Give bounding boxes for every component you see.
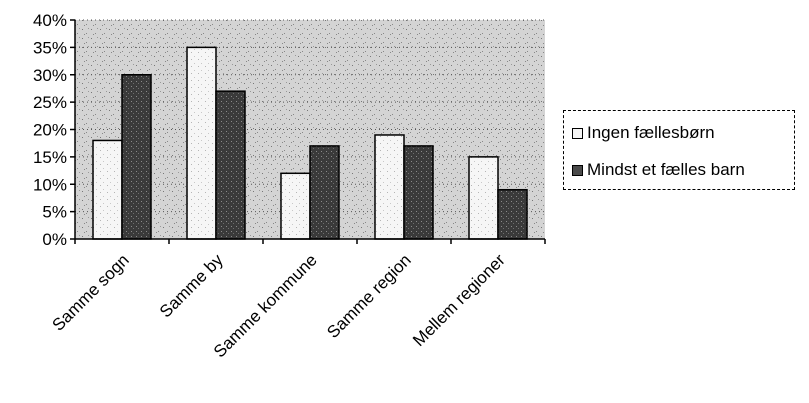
y-tick-label: 10% — [33, 175, 67, 194]
y-tick-label: 15% — [33, 148, 67, 167]
bar-mindst-et-faelles-barn-4 — [403, 145, 434, 240]
legend-item-ingen-faellesborn: Ingen fællesbørn — [572, 123, 715, 143]
y-tick-label: 20% — [33, 121, 67, 140]
y-axis-ticks: 0% 5% 10% 15% 20% 25% 30% 35% 40% — [33, 11, 75, 249]
y-tick-label: 25% — [33, 93, 67, 112]
x-tick-label-samme-sogn: Samme sogn — [49, 250, 133, 334]
y-tick-label: 40% — [33, 11, 67, 30]
legend-swatch-ingen-faellesborn — [572, 127, 583, 139]
legend-label-mindst-et-faelles-barn: Mindst et fælles barn — [587, 160, 745, 179]
x-tick-label-samme-region: Samme region — [323, 250, 415, 342]
legend: Ingen fællesbørn Mindst et fælles barn — [563, 110, 795, 190]
y-tick-label: 5% — [42, 203, 67, 222]
bar-ingen-faellesborn-4 — [374, 134, 405, 240]
y-tick-label: 35% — [33, 38, 67, 57]
bars — [92, 46, 528, 240]
y-tick-label: 30% — [33, 66, 67, 85]
bar-ingen-faellesborn-1 — [92, 139, 123, 240]
bar-mindst-et-faelles-barn-5 — [497, 188, 528, 240]
bar-mindst-et-faelles-barn-3 — [309, 145, 340, 240]
bar-ingen-faellesborn-5 — [468, 156, 499, 240]
bar-mindst-et-faelles-barn-2 — [215, 90, 246, 240]
legend-item-mindst-et-faelles-barn: Mindst et fælles barn — [572, 160, 745, 180]
bar-ingen-faellesborn-2 — [186, 46, 217, 240]
bar-mindst-et-faelles-barn-1 — [121, 74, 152, 240]
x-tick-label-samme-kommune: Samme kommune — [210, 250, 321, 361]
x-tick-label-mellem-regioner: Mellem regioner — [409, 250, 509, 350]
bar-ingen-faellesborn-3 — [280, 172, 311, 240]
y-tick-label: 0% — [42, 230, 67, 249]
legend-swatch-mindst-et-faelles-barn — [572, 164, 583, 176]
x-tick-label-samme-by: Samme by — [156, 250, 227, 321]
legend-label-ingen-faellesborn: Ingen fællesbørn — [587, 123, 715, 142]
